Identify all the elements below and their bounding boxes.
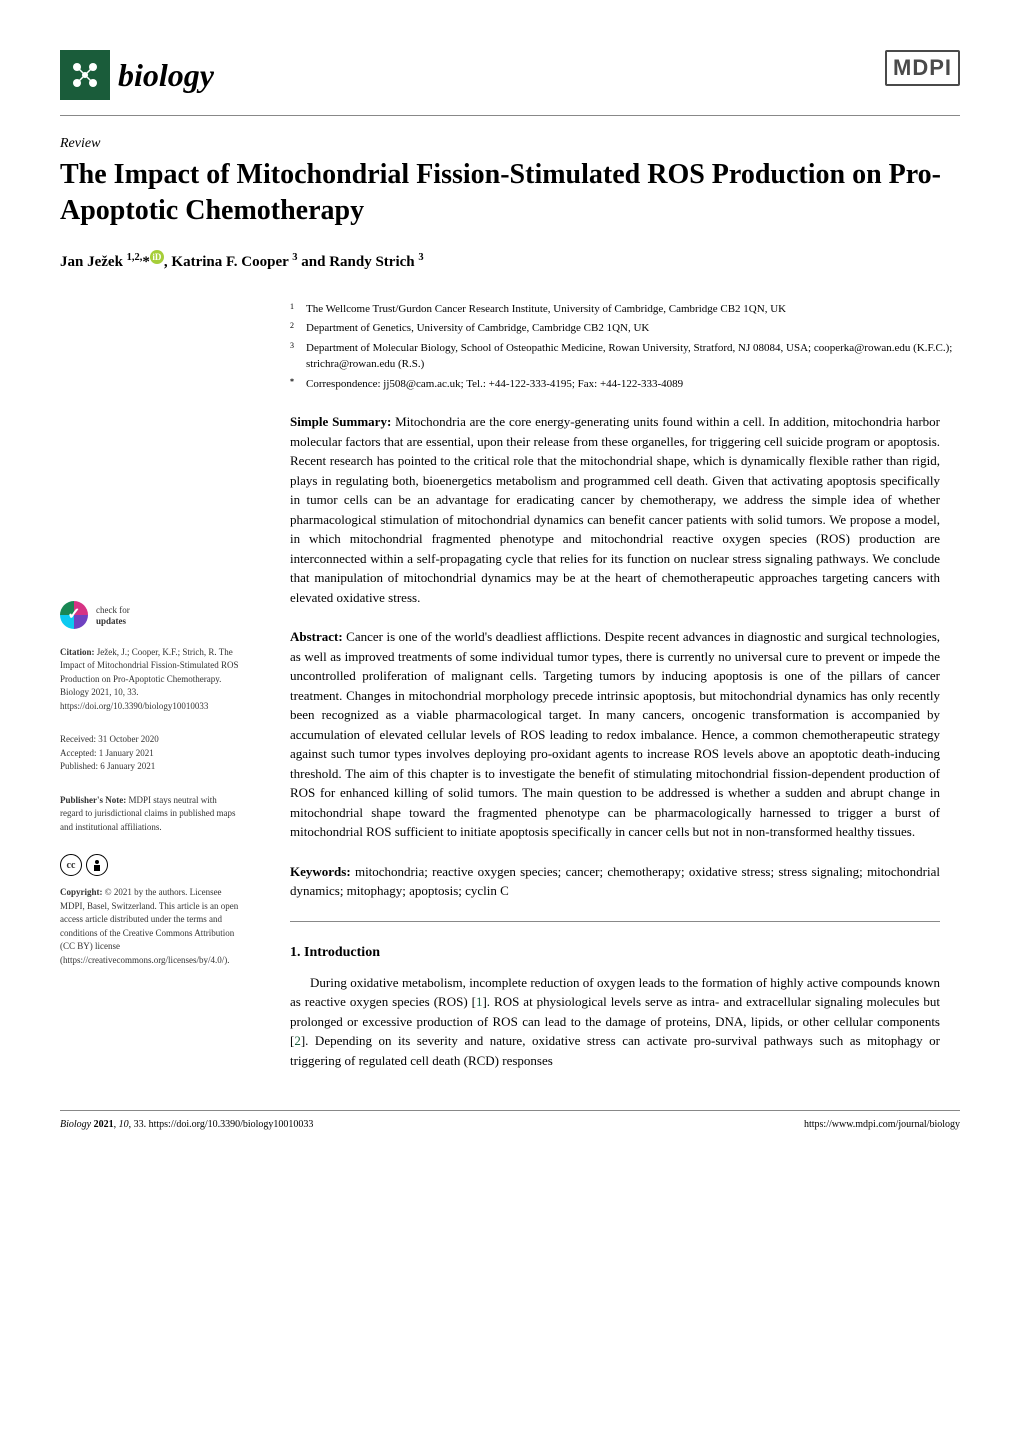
affiliation-2: 2 Department of Genetics, University of … bbox=[290, 320, 960, 337]
footer-right: https://www.mdpi.com/journal/biology bbox=[804, 1119, 960, 1130]
journal-logo: biology bbox=[60, 50, 214, 100]
abstract: Abstract: Cancer is one of the world's d… bbox=[270, 627, 960, 842]
cc-icon: cc bbox=[60, 854, 82, 876]
ref-2[interactable]: 2 bbox=[294, 1033, 301, 1048]
correspondence: * Correspondence: jj508@cam.ac.uk; Tel.:… bbox=[290, 376, 960, 393]
authors-line: Jan Ježek 1,2,*iD, Katrina F. Cooper 3 a… bbox=[60, 250, 960, 271]
page-header: biology MDPI bbox=[60, 50, 960, 100]
published-date: Published: 6 January 2021 bbox=[60, 760, 240, 774]
journal-icon bbox=[60, 50, 110, 100]
article-title: The Impact of Mitochondrial Fission-Stim… bbox=[60, 157, 960, 230]
cc-license-icons: cc bbox=[60, 854, 240, 876]
publisher-logo: MDPI bbox=[885, 50, 960, 86]
footer-left: Biology 2021, 10, 33. https://doi.org/10… bbox=[60, 1119, 313, 1130]
affiliation-3: 3 Department of Molecular Biology, Schoo… bbox=[290, 340, 960, 373]
check-updates-badge[interactable]: check for updates bbox=[60, 601, 240, 631]
keywords: Keywords: mitochondria; reactive oxygen … bbox=[270, 862, 960, 901]
check-icon bbox=[60, 601, 90, 631]
simple-summary: Simple Summary: Mitochondria are the cor… bbox=[270, 412, 960, 607]
copyright-block: Copyright: © 2021 by the authors. Licens… bbox=[60, 886, 240, 967]
section-1-heading: 1. Introduction bbox=[270, 942, 960, 963]
affiliations: 1 The Wellcome Trust/Gurdon Cancer Resea… bbox=[270, 301, 960, 393]
ref-1[interactable]: 1 bbox=[476, 994, 483, 1009]
publishers-note: Publisher's Note: MDPI stays neutral wit… bbox=[60, 794, 240, 835]
orcid-icon: iD bbox=[150, 250, 164, 264]
dates-block: Received: 31 October 2020 Accepted: 1 Ja… bbox=[60, 733, 240, 774]
section-divider bbox=[290, 921, 940, 922]
sidebar: check for updates Citation: Ježek, J.; C… bbox=[60, 301, 240, 1071]
affiliation-1: 1 The Wellcome Trust/Gurdon Cancer Resea… bbox=[290, 301, 960, 318]
journal-name: biology bbox=[118, 57, 214, 94]
page-footer: Biology 2021, 10, 33. https://doi.org/10… bbox=[60, 1110, 960, 1130]
by-icon bbox=[86, 854, 108, 876]
article-type: Review bbox=[60, 136, 960, 152]
main-content: check for updates Citation: Ježek, J.; C… bbox=[60, 301, 960, 1071]
check-updates-text: check for updates bbox=[96, 605, 130, 627]
citation-block: Citation: Ježek, J.; Cooper, K.F.; Stric… bbox=[60, 646, 240, 714]
accepted-date: Accepted: 1 January 2021 bbox=[60, 747, 240, 761]
divider bbox=[60, 115, 960, 116]
received-date: Received: 31 October 2020 bbox=[60, 733, 240, 747]
article-body: 1 The Wellcome Trust/Gurdon Cancer Resea… bbox=[270, 301, 960, 1071]
section-1-body: During oxidative metabolism, incomplete … bbox=[270, 973, 960, 1071]
